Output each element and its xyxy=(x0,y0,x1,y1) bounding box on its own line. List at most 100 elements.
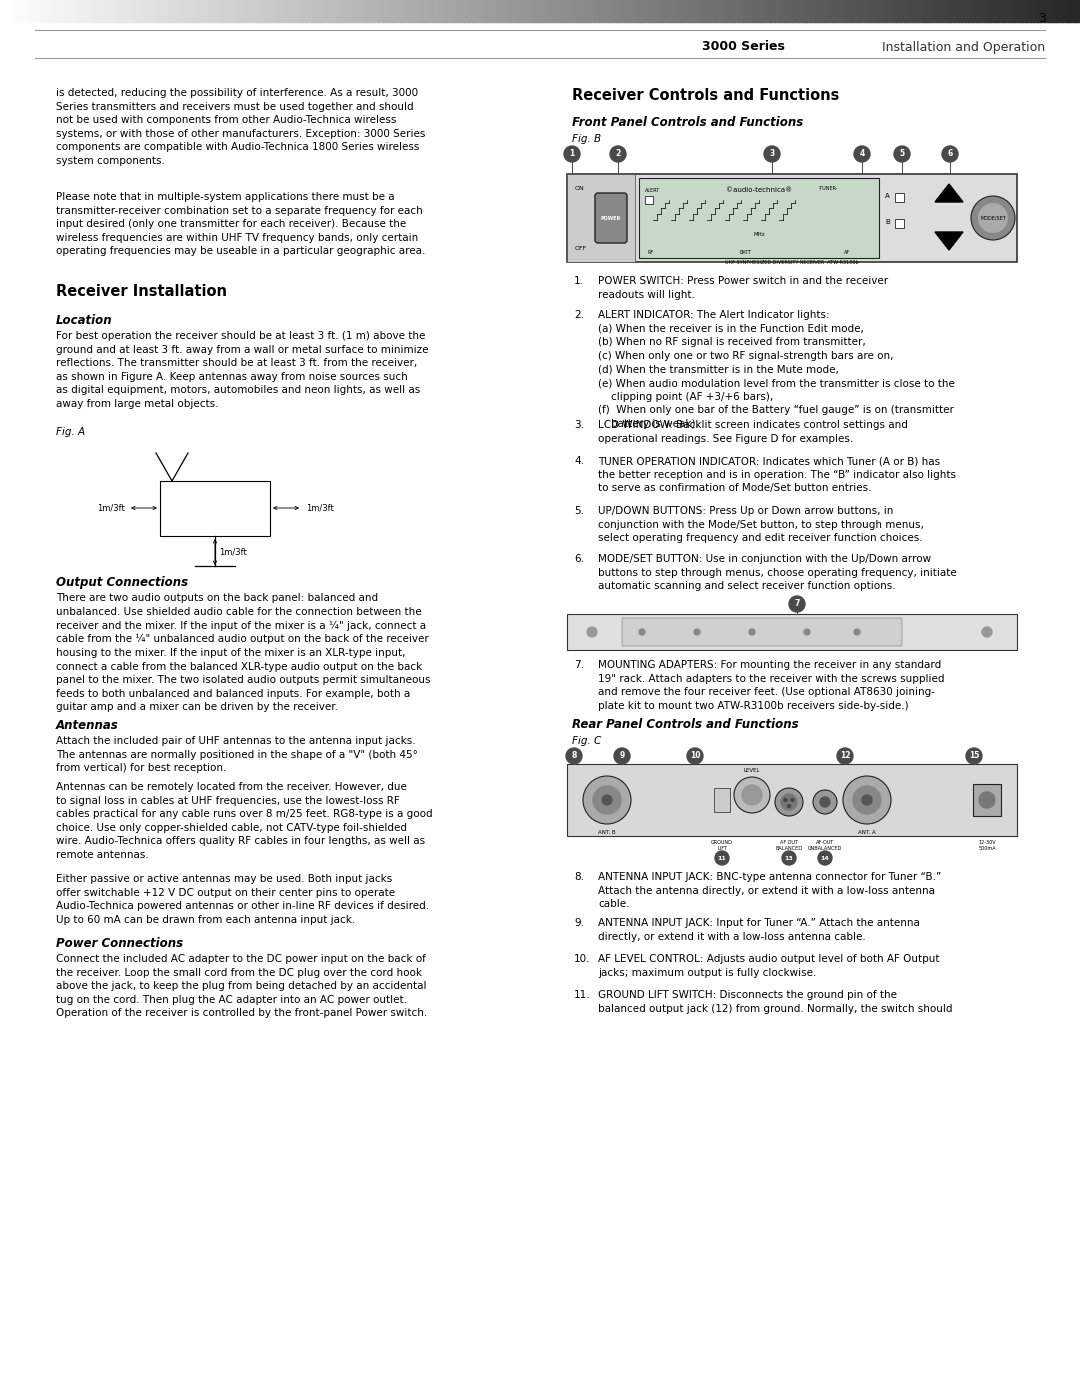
Bar xyxy=(356,0,361,22)
Bar xyxy=(151,0,156,22)
Circle shape xyxy=(818,851,832,865)
Bar xyxy=(472,0,476,22)
Bar xyxy=(670,0,674,22)
Bar xyxy=(1023,0,1027,22)
Bar xyxy=(602,0,606,22)
Bar xyxy=(867,0,873,22)
Bar xyxy=(856,0,862,22)
Bar xyxy=(338,0,343,22)
Bar xyxy=(526,0,530,22)
Text: LEVEL: LEVEL xyxy=(744,767,760,773)
Circle shape xyxy=(978,204,1008,232)
Bar xyxy=(302,0,307,22)
Bar xyxy=(327,0,333,22)
Bar xyxy=(213,0,217,22)
Circle shape xyxy=(564,147,580,162)
Bar xyxy=(759,0,765,22)
Circle shape xyxy=(734,777,770,813)
Bar xyxy=(774,0,779,22)
Bar xyxy=(839,0,843,22)
Bar xyxy=(389,0,393,22)
Text: Installation and Operation: Installation and Operation xyxy=(878,41,1045,53)
Text: Output Connections: Output Connections xyxy=(56,576,188,590)
Text: 8.: 8. xyxy=(573,872,584,882)
Text: A: A xyxy=(885,193,890,198)
Bar xyxy=(1034,0,1038,22)
Bar xyxy=(400,0,404,22)
Bar xyxy=(594,0,598,22)
Bar xyxy=(83,0,87,22)
Bar xyxy=(554,0,559,22)
Text: 14: 14 xyxy=(821,855,829,861)
Bar xyxy=(159,0,163,22)
Bar xyxy=(219,0,225,22)
Bar xyxy=(734,0,739,22)
Bar xyxy=(543,0,549,22)
Bar xyxy=(824,0,829,22)
Bar xyxy=(494,0,498,22)
Bar xyxy=(567,615,1017,650)
Bar xyxy=(537,0,541,22)
Text: UHF SYNTHESIZED DIVERSITY RECEIVER  ATW-R3100b: UHF SYNTHESIZED DIVERSITY RECEIVER ATW-R… xyxy=(725,260,859,265)
Bar xyxy=(259,0,264,22)
Bar xyxy=(893,0,897,22)
Bar xyxy=(288,0,293,22)
Bar xyxy=(324,0,328,22)
Text: 3.: 3. xyxy=(573,420,584,430)
Bar xyxy=(410,0,415,22)
Bar xyxy=(1044,0,1049,22)
Bar xyxy=(640,0,646,22)
Bar xyxy=(753,0,757,22)
Text: 4.: 4. xyxy=(573,455,584,467)
Bar xyxy=(835,0,840,22)
Bar xyxy=(418,0,422,22)
Circle shape xyxy=(804,629,810,636)
Bar xyxy=(464,0,469,22)
Bar xyxy=(975,0,981,22)
Bar xyxy=(86,0,91,22)
Bar xyxy=(349,0,354,22)
Text: For best operation the receiver should be at least 3 ft. (1 m) above the
ground : For best operation the receiver should b… xyxy=(56,331,429,409)
Bar xyxy=(148,0,152,22)
Bar xyxy=(662,0,667,22)
Circle shape xyxy=(820,798,831,807)
Bar xyxy=(396,0,401,22)
Circle shape xyxy=(750,629,755,636)
Bar xyxy=(850,0,854,22)
Circle shape xyxy=(843,775,891,824)
Bar xyxy=(915,0,919,22)
Bar xyxy=(895,193,904,203)
Bar xyxy=(716,0,721,22)
Bar xyxy=(122,0,127,22)
Bar xyxy=(40,0,44,22)
Bar xyxy=(861,0,865,22)
Circle shape xyxy=(791,799,794,802)
Bar xyxy=(22,0,26,22)
Text: ANT. A: ANT. A xyxy=(859,830,876,835)
Bar xyxy=(622,617,902,645)
Bar xyxy=(262,0,268,22)
Bar xyxy=(208,0,214,22)
Bar xyxy=(97,0,102,22)
Bar xyxy=(367,0,372,22)
Bar xyxy=(929,0,933,22)
Text: 1m/3ft: 1m/3ft xyxy=(97,503,125,513)
Bar xyxy=(529,0,534,22)
Bar xyxy=(1066,0,1070,22)
Bar xyxy=(756,0,760,22)
Bar xyxy=(79,0,84,22)
Bar xyxy=(910,0,916,22)
Text: 5.: 5. xyxy=(573,506,584,515)
Bar xyxy=(332,0,336,22)
Bar xyxy=(895,219,904,228)
Bar xyxy=(619,0,624,22)
Bar xyxy=(43,0,48,22)
Bar xyxy=(126,0,131,22)
Bar xyxy=(983,0,987,22)
Bar xyxy=(68,0,73,22)
Bar xyxy=(116,0,120,22)
Bar xyxy=(105,0,109,22)
Text: MOUNTING ADAPTERS: For mounting the receiver in any standard
19" rack. Attach ad: MOUNTING ADAPTERS: For mounting the rece… xyxy=(598,659,945,711)
Bar xyxy=(694,0,700,22)
Bar xyxy=(270,0,274,22)
